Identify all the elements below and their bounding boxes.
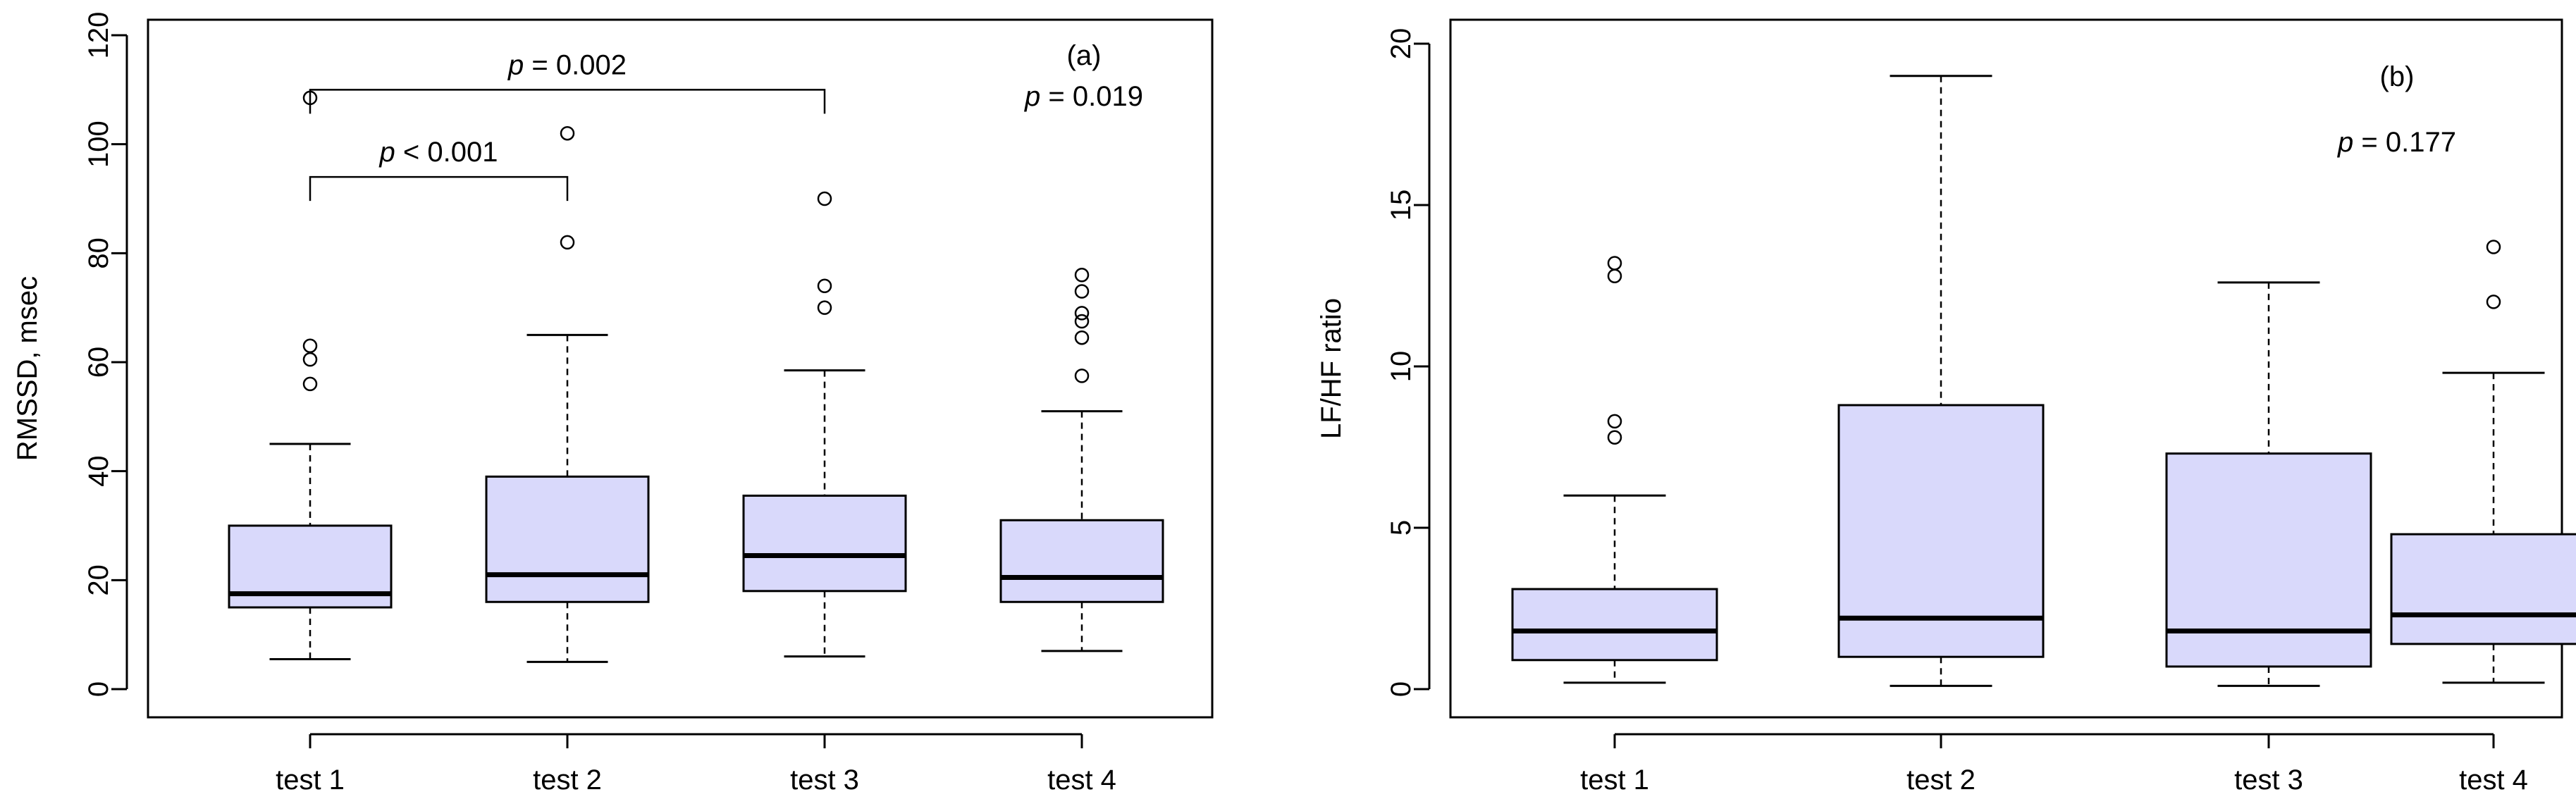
panel-a-overall-p-symbol: p <box>1024 81 1040 112</box>
panel-a-overall-p-value: = 0.019 <box>1040 81 1143 112</box>
outlier-point <box>817 278 832 293</box>
y-tick-label: 15 <box>1386 190 1417 221</box>
x-category-label: test 2 <box>533 765 602 792</box>
panel-a-overall-p: p = 0.019 <box>1024 81 1143 112</box>
outlier-point <box>1607 256 1622 271</box>
p-value: < 0.001 <box>395 137 498 168</box>
outlier-point <box>302 376 318 392</box>
y-tick-label: 20 <box>83 564 114 596</box>
p-symbol: p <box>379 137 395 168</box>
outlier-point <box>817 191 832 206</box>
iqr-box <box>742 494 907 593</box>
outlier-point <box>1074 330 1090 345</box>
y-tick-label: 100 <box>83 120 114 168</box>
panel-b-overall-p-symbol: p <box>2337 127 2353 158</box>
y-tick-label: 0 <box>1386 681 1417 697</box>
outlier-point <box>1607 268 1622 284</box>
y-tick-label: 5 <box>1386 520 1417 536</box>
panel-a-ylabel: RMSSD, msec <box>12 276 43 461</box>
iqr-box <box>2390 533 2576 645</box>
panel-b-overall-p: p = 0.177 <box>2337 127 2456 158</box>
outlier-point <box>302 338 318 354</box>
box-test-3 <box>742 191 907 658</box>
outlier-point <box>817 300 832 315</box>
box-test-4 <box>2390 240 2576 684</box>
outlier-point <box>1074 306 1090 321</box>
x-category-label: test 2 <box>1906 765 1976 792</box>
panel-b-overall-p-value: = 0.177 <box>2353 127 2456 158</box>
panel-b: LF/HF ratio (b) p = 0.177 0 5 10 15 20 test … <box>1316 18 2576 792</box>
iqr-box <box>1511 588 1718 662</box>
outlier-point <box>1074 268 1090 283</box>
outlier-point <box>1074 314 1090 329</box>
outlier-point <box>1074 369 1090 383</box>
panel-b-ylabel: LF/HF ratio <box>1316 298 1347 439</box>
outlier-point <box>1074 284 1090 299</box>
panel-a-frame <box>147 18 1214 719</box>
significance-label: p < 0.001 <box>379 137 498 168</box>
x-category-label: test 3 <box>790 765 859 792</box>
iqr-box <box>1837 404 2045 658</box>
box-test-1 <box>1511 256 1718 684</box>
outlier-point <box>1607 414 1622 429</box>
box-test-4 <box>999 268 1164 652</box>
outlier-point <box>302 90 318 106</box>
outlier-point <box>2486 240 2501 254</box>
box-test-3 <box>2165 281 2372 687</box>
y-tick-label: 0 <box>83 681 114 697</box>
box-test-2 <box>1837 75 2045 687</box>
outlier-point <box>302 352 318 367</box>
box-test-2 <box>485 125 650 663</box>
panel-b-label: (b) <box>2380 61 2415 92</box>
outlier-point <box>560 235 575 250</box>
significance-bracket <box>309 175 569 202</box>
x-category-label: test 1 <box>276 765 345 792</box>
p-value: = 0.002 <box>524 49 627 80</box>
y-tick-label: 60 <box>83 347 114 378</box>
x-category-label: test 4 <box>1047 765 1116 792</box>
iqr-box <box>2165 452 2372 668</box>
panel-b-frame <box>1449 18 2563 719</box>
y-tick-label: 40 <box>83 455 114 487</box>
x-category-label: test 4 <box>2459 765 2528 792</box>
x-category-label: test 1 <box>1580 765 1649 792</box>
panel-a: RMSSD, msec (a) p = 0.019 0 20 40 60 80 100 12… <box>12 12 1214 792</box>
outlier-point <box>560 125 575 141</box>
iqr-box <box>485 475 650 603</box>
y-tick-label: 20 <box>1386 28 1417 60</box>
p-symbol: p <box>507 49 524 80</box>
x-category-label: test 3 <box>2234 765 2303 792</box>
significance-label: p = 0.002 <box>507 49 627 80</box>
y-tick-label: 10 <box>1386 351 1417 383</box>
box-test-1 <box>228 90 393 660</box>
significance-bracket <box>309 89 826 114</box>
outlier-point <box>2486 295 2501 309</box>
y-tick-label: 120 <box>83 12 114 59</box>
iqr-box <box>999 519 1164 603</box>
y-tick-label: 80 <box>83 237 114 269</box>
panel-a-label: (a) <box>1067 40 1102 71</box>
outlier-point <box>1607 430 1622 445</box>
